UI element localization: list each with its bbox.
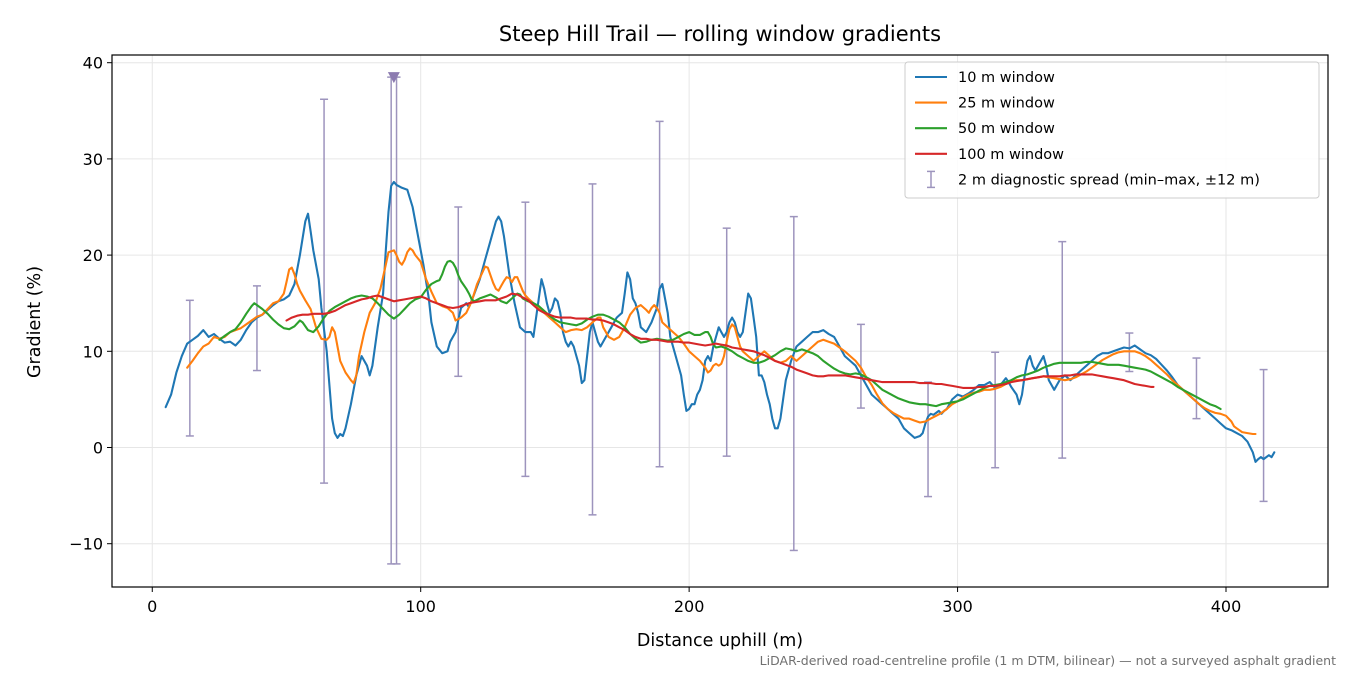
y-axis-label: Gradient (%) [25,266,45,378]
footnote: LiDAR-derived road-centreline profile (1… [760,653,1336,668]
x-tick-label: 400 [1211,597,1242,616]
errorbar [185,299,194,437]
diagnostic-errorbars [185,72,1268,565]
x-tick-label: 300 [942,597,973,616]
errorbar [252,285,261,372]
y-tick-label: 30 [83,150,103,169]
errorbar [991,351,1000,469]
errorbar [454,206,463,378]
series-lines [164,180,1276,463]
errorbar [320,98,329,484]
errorbar [588,183,597,516]
axes: 0 100 200 300 400 −10 0 10 20 30 40 [69,54,1329,616]
errorbar [789,215,798,552]
chart-title: Steep Hill Trail — rolling window gradie… [499,22,941,46]
y-tick-label: 0 [93,439,103,458]
y-tick-label: 10 [83,342,103,361]
legend-label: 100 m window [958,147,1064,163]
errorbar [1058,240,1067,459]
legend-label: 2 m diagnostic spread (min–max, ±12 m) [958,172,1260,188]
y-tick-label: 20 [83,246,103,265]
x-tick-label: 0 [147,597,157,616]
errorbar [1192,357,1201,420]
legend-label: 50 m window [958,121,1055,137]
y-tick-label: 40 [83,54,103,73]
y-tick-label: −10 [69,535,103,554]
errorbar [521,201,530,478]
legend-box [904,61,1320,199]
series-line [218,259,1222,411]
series-line [285,292,1155,389]
x-tick-label: 100 [405,597,436,616]
x-axis-label: Distance uphill (m) [637,631,803,651]
x-tick-label: 200 [674,597,705,616]
series-line [164,180,1276,463]
plot-frame [111,54,1329,588]
legend: 10 m window 25 m window 50 m window 100 m w… [904,61,1320,199]
errorbar [1259,368,1268,503]
legend-label: 10 m window [958,70,1055,86]
overflow-marker [387,72,400,84]
legend-label: 25 m window [958,96,1055,112]
